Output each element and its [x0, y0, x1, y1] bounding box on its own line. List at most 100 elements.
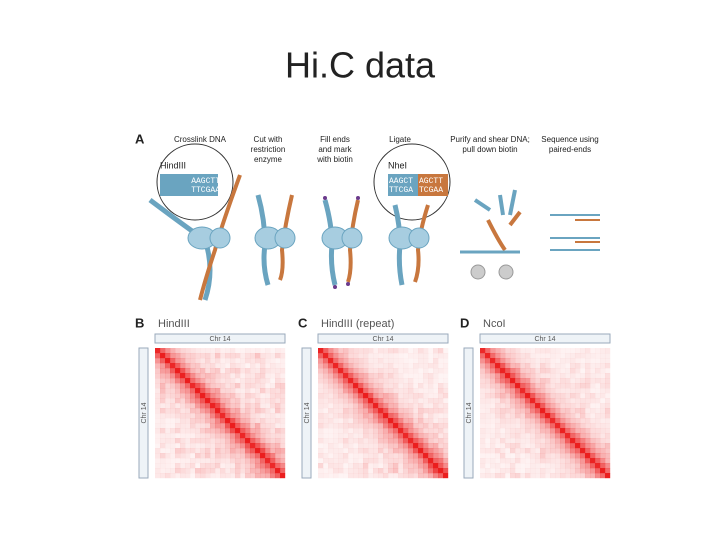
heatmap-cell — [358, 413, 364, 419]
heatmap-cell — [495, 413, 501, 419]
heatmap-cell — [358, 348, 364, 354]
heatmap-cell — [215, 413, 221, 419]
heatmap-cell — [215, 358, 221, 364]
heatmap-cell — [190, 438, 196, 444]
heatmap-cell — [215, 463, 221, 469]
heatmap-cell — [225, 453, 231, 459]
heatmap-cell — [353, 348, 359, 354]
enzyme-label: HindIII — [160, 160, 186, 170]
heatmap-cell — [605, 383, 611, 389]
heatmap-cell — [480, 433, 486, 439]
heatmap-cell — [490, 373, 496, 379]
heatmap-cell — [388, 388, 394, 394]
heatmap-cell — [520, 378, 526, 384]
heatmap-cell — [495, 408, 501, 414]
heatmap-cell — [210, 413, 216, 419]
heatmap-cell — [433, 383, 439, 389]
heatmap-cell — [480, 428, 486, 434]
heatmap-cell — [220, 373, 226, 379]
heatmap-cell — [560, 363, 566, 369]
heatmap-cell — [210, 363, 216, 369]
heatmap-cell — [160, 468, 166, 474]
heatmap-cell — [333, 388, 339, 394]
heatmap-cell — [535, 403, 541, 409]
heatmap-cell — [270, 383, 276, 389]
step-label: enzyme — [254, 155, 283, 164]
heatmap-cell — [485, 368, 491, 374]
heatmap-cell — [540, 393, 546, 399]
heatmap-cell — [230, 468, 236, 474]
heatmap-cell — [595, 433, 601, 439]
heatmap-cell — [373, 443, 379, 449]
heatmap-cell — [433, 363, 439, 369]
heatmap-cell — [590, 388, 596, 394]
heatmap-cell — [540, 423, 546, 429]
heatmap-cell — [433, 418, 439, 424]
heatmap-cell — [270, 408, 276, 414]
heatmap-cell — [388, 363, 394, 369]
heatmap-cell — [175, 363, 181, 369]
heatmap-cell — [210, 463, 216, 469]
heatmap-cell — [270, 448, 276, 454]
heatmap-cell — [383, 398, 389, 404]
heatmap-cell — [565, 363, 571, 369]
purify-illustration — [460, 189, 522, 280]
heatmap-cell — [200, 363, 206, 369]
heatmap-cell — [393, 373, 399, 379]
heatmap-cell — [338, 423, 344, 429]
heatmap-cell — [560, 398, 566, 404]
heatmap-cell — [565, 403, 571, 409]
heatmap-cell — [403, 358, 409, 364]
heatmap-cell — [570, 348, 576, 354]
heatmap-cell — [225, 403, 231, 409]
heatmap-cell — [260, 443, 266, 449]
heatmap-cell — [525, 408, 531, 414]
heatmap-cell — [545, 408, 551, 414]
heatmap-cell — [155, 453, 161, 459]
heatmap-cell — [565, 353, 571, 359]
heatmap-cell — [530, 383, 536, 389]
heatmap-cell — [180, 358, 186, 364]
heatmap-cell — [565, 423, 571, 429]
heatmap-cell — [565, 433, 571, 439]
heatmap-cell — [485, 348, 491, 354]
heatmap-cell — [180, 393, 186, 399]
heatmap-cell — [403, 468, 409, 474]
heatmap-cell — [270, 413, 276, 419]
heatmap-cell — [485, 403, 491, 409]
heatmap-cell — [205, 398, 211, 404]
heatmap-cell — [585, 368, 591, 374]
heatmap-cell — [373, 453, 379, 459]
heatmap-cell — [275, 463, 281, 469]
heatmap-cell — [505, 443, 511, 449]
heatmap-cell — [280, 348, 286, 354]
heatmap-cell — [205, 368, 211, 374]
heatmap-cell — [348, 453, 354, 459]
heatmap-cell — [348, 363, 354, 369]
heatmap-cell — [210, 433, 216, 439]
heatmap-cell — [413, 398, 419, 404]
heatmap-cell — [363, 413, 369, 419]
heatmap-cell — [333, 418, 339, 424]
heatmap-cell — [545, 418, 551, 424]
heatmap-cell — [250, 388, 256, 394]
heatmap-cell — [160, 378, 166, 384]
heatmap-cell — [373, 403, 379, 409]
heatmap-cell — [155, 413, 161, 419]
heatmap-cell — [433, 473, 439, 479]
heatmap-cell — [343, 388, 349, 394]
heatmap-cell — [530, 443, 536, 449]
heatmap-cell — [428, 473, 434, 479]
step-label: Sequence using — [541, 135, 598, 144]
heatmap-cell — [333, 363, 339, 369]
heatmap-cell — [225, 358, 231, 364]
heatmap-cell — [480, 348, 486, 354]
heatmap-cell — [338, 413, 344, 419]
heatmap-cell — [353, 428, 359, 434]
heatmap-cell — [200, 408, 206, 414]
heatmap-cell — [190, 408, 196, 414]
heatmap-cell — [368, 453, 374, 459]
heatmap-cell — [443, 428, 449, 434]
heatmap-cell — [160, 458, 166, 464]
heatmap-cell — [555, 433, 561, 439]
